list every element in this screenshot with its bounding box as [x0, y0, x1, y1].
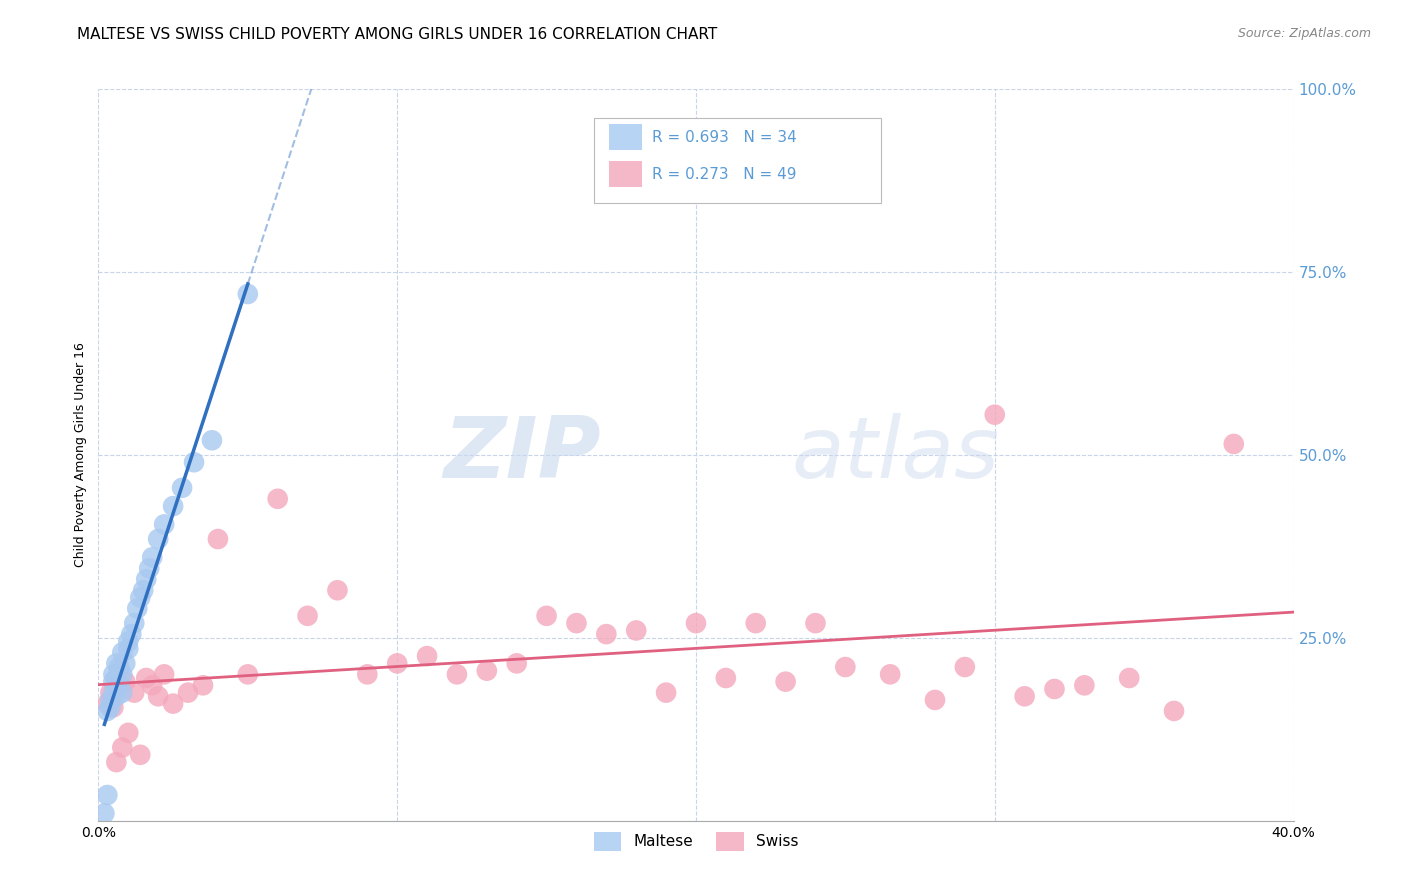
- Point: [162, 697, 184, 711]
- Point: [108, 678, 131, 692]
- Point: [536, 608, 558, 623]
- Point: [953, 660, 976, 674]
- Point: [148, 690, 170, 704]
- Point: [138, 561, 160, 575]
- Point: [626, 624, 648, 638]
- Point: [148, 532, 170, 546]
- Point: [1163, 704, 1185, 718]
- Point: [775, 674, 797, 689]
- Point: [105, 671, 128, 685]
- Point: [111, 686, 134, 700]
- Point: [207, 532, 229, 546]
- Point: [1118, 671, 1140, 685]
- Point: [117, 726, 139, 740]
- Point: [834, 660, 856, 674]
- Point: [117, 641, 139, 656]
- Legend: Maltese, Swiss: Maltese, Swiss: [588, 826, 804, 857]
- Point: [124, 616, 146, 631]
- Point: [129, 747, 152, 762]
- Point: [326, 583, 349, 598]
- FancyBboxPatch shape: [609, 124, 643, 151]
- Y-axis label: Child Poverty Among Girls Under 16: Child Poverty Among Girls Under 16: [75, 343, 87, 567]
- Text: MALTESE VS SWISS CHILD POVERTY AMONG GIRLS UNDER 16 CORRELATION CHART: MALTESE VS SWISS CHILD POVERTY AMONG GIR…: [77, 27, 717, 42]
- Point: [117, 634, 139, 648]
- FancyBboxPatch shape: [609, 161, 643, 187]
- Point: [655, 686, 678, 700]
- Point: [172, 481, 194, 495]
- Point: [385, 657, 409, 671]
- Point: [93, 806, 115, 821]
- Point: [135, 572, 157, 586]
- Text: atlas: atlas: [792, 413, 1000, 497]
- Text: R = 0.273   N = 49: R = 0.273 N = 49: [652, 167, 796, 182]
- Point: [153, 517, 176, 532]
- Point: [153, 667, 176, 681]
- Point: [96, 788, 118, 802]
- Point: [924, 693, 946, 707]
- Point: [98, 700, 122, 714]
- Point: [108, 678, 131, 692]
- Point: [111, 645, 134, 659]
- Point: [1043, 681, 1066, 696]
- Point: [177, 686, 200, 700]
- Point: [565, 616, 588, 631]
- Point: [446, 667, 468, 681]
- Point: [506, 657, 529, 671]
- Point: [236, 287, 259, 301]
- Point: [120, 627, 142, 641]
- Point: [183, 455, 205, 469]
- Point: [103, 667, 125, 681]
- Point: [141, 550, 163, 565]
- Point: [103, 686, 125, 700]
- Point: [129, 591, 152, 605]
- Point: [108, 660, 131, 674]
- Point: [135, 671, 157, 685]
- Text: Source: ZipAtlas.com: Source: ZipAtlas.com: [1237, 27, 1371, 40]
- Point: [191, 678, 214, 692]
- Point: [1073, 678, 1095, 692]
- Point: [879, 667, 901, 681]
- FancyBboxPatch shape: [595, 119, 882, 202]
- Point: [745, 616, 768, 631]
- Point: [475, 664, 498, 678]
- Point: [103, 674, 125, 689]
- Point: [105, 690, 128, 704]
- Text: ZIP: ZIP: [443, 413, 600, 497]
- Point: [804, 616, 827, 631]
- Point: [297, 608, 319, 623]
- Point: [114, 657, 136, 671]
- Point: [141, 678, 163, 692]
- Point: [132, 583, 155, 598]
- Point: [111, 740, 134, 755]
- Point: [98, 686, 122, 700]
- Point: [124, 686, 146, 700]
- Text: R = 0.693   N = 34: R = 0.693 N = 34: [652, 129, 797, 145]
- Point: [114, 674, 136, 689]
- Point: [111, 667, 134, 681]
- Point: [685, 616, 707, 631]
- Point: [416, 649, 439, 664]
- Point: [98, 693, 122, 707]
- Point: [103, 700, 125, 714]
- Point: [595, 627, 617, 641]
- Point: [105, 657, 128, 671]
- Point: [201, 434, 224, 448]
- Point: [1223, 437, 1246, 451]
- Point: [162, 499, 184, 513]
- Point: [96, 704, 118, 718]
- Point: [356, 667, 378, 681]
- Point: [96, 697, 118, 711]
- Point: [105, 755, 128, 769]
- Point: [984, 408, 1007, 422]
- Point: [1014, 690, 1036, 704]
- Point: [236, 667, 259, 681]
- Point: [267, 491, 290, 506]
- Point: [714, 671, 737, 685]
- Point: [127, 601, 149, 615]
